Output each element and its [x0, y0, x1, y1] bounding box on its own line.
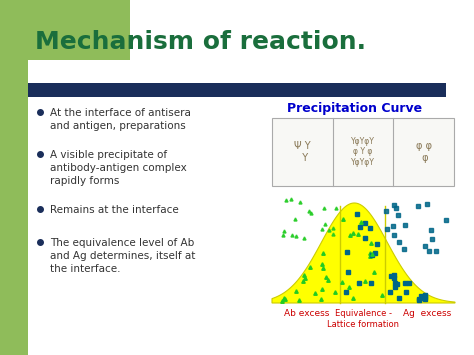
Text: φ φ
 φ: φ φ φ: [416, 141, 432, 163]
FancyBboxPatch shape: [272, 118, 454, 186]
FancyBboxPatch shape: [0, 0, 130, 60]
Text: Equivalence -
Lattice formation: Equivalence - Lattice formation: [328, 309, 400, 329]
Text: Remains at the interface: Remains at the interface: [50, 205, 179, 215]
Text: Mechanism of reaction.: Mechanism of reaction.: [35, 30, 366, 54]
Text: Precipitation Curve: Precipitation Curve: [287, 102, 422, 115]
Text: YφYφY
φ Y φ
YφYφY: YφYφY φ Y φ YφYφY: [351, 137, 375, 167]
Text: At the interface of antisera
and antigen, preparations: At the interface of antisera and antigen…: [50, 108, 191, 131]
Polygon shape: [272, 203, 455, 303]
Text: The equivalence level of Ab
and Ag determines, itself at
the interface.: The equivalence level of Ab and Ag deter…: [50, 238, 195, 274]
FancyBboxPatch shape: [0, 60, 28, 355]
FancyBboxPatch shape: [28, 83, 446, 97]
Text: A visible precipitate of
antibody-antigen complex
rapidly forms: A visible precipitate of antibody-antige…: [50, 150, 187, 186]
Text: Ag  excess: Ag excess: [403, 309, 452, 318]
Text: Ψ Y
  Y: Ψ Y Y: [294, 141, 310, 163]
Text: Ab excess: Ab excess: [284, 309, 329, 318]
